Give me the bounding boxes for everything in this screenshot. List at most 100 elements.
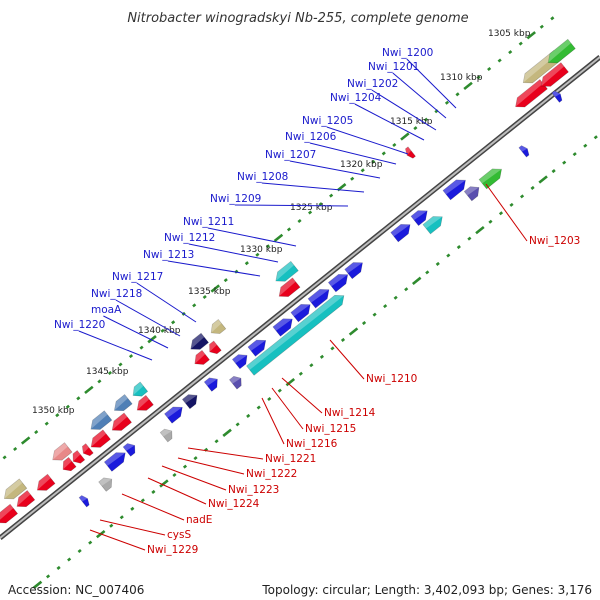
reverse-gene-arrow (190, 332, 209, 350)
outer-tick-mark (267, 397, 272, 402)
outer-tick-mark (285, 378, 296, 387)
reverse-gene-arrow (90, 429, 111, 448)
inner-tick-mark (539, 24, 544, 29)
outer-tick-mark (583, 143, 588, 148)
reverse-gene-arrow (82, 443, 94, 457)
inner-tick-mark (192, 303, 197, 308)
forward-gene-arrow (98, 477, 113, 492)
map-title: Nitrobacter winogradskyi Nb-255, complet… (127, 11, 468, 26)
inner-tick-mark (210, 284, 220, 293)
forward-gene-leader (167, 260, 261, 277)
forward-gene-label: moaA (91, 304, 122, 316)
reverse-gene-leader (485, 183, 528, 242)
outer-tick-mark (393, 295, 398, 300)
forward-gene-arrow (551, 90, 563, 103)
reverse-gene-leader (99, 519, 166, 536)
inner-tick-mark (2, 455, 7, 460)
forward-gene-label: Nwi_1206 (285, 131, 337, 143)
outer-tick-mark (32, 580, 43, 589)
outer-tick-mark (530, 185, 535, 190)
outer-tick-mark (77, 549, 82, 554)
forward-gene-arrow (442, 179, 466, 201)
outer-tick-mark (222, 428, 232, 437)
forward-gene-arrow (164, 406, 183, 424)
reverse-gene-arrow (515, 79, 548, 108)
outer-tick-mark (435, 261, 440, 266)
reverse-gene-leader (271, 387, 304, 430)
inner-tick-mark (400, 132, 410, 141)
outer-tick-mark (404, 287, 409, 292)
topology-summary: Topology: circular; Length: 3,402,093 bp… (262, 583, 592, 597)
reverse-gene-arrow (72, 450, 86, 464)
outer-tick-mark (119, 515, 124, 520)
inner-tick-mark (160, 328, 165, 333)
genome-backbone-highlight (0, 56, 600, 539)
inner-tick-mark (118, 362, 123, 367)
outer-tick-mark (140, 498, 145, 503)
inner-tick-mark (223, 278, 228, 283)
forward-gene-arrow (327, 274, 349, 293)
forward-gene-arrow (247, 339, 267, 357)
inner-tick-mark (444, 100, 450, 105)
inner-tick-mark (20, 436, 31, 445)
inner-tick-mark (455, 92, 460, 97)
forward-gene-label: Nwi_1212 (164, 232, 215, 244)
inner-tick-mark (13, 446, 18, 451)
inner-tick-mark (392, 142, 397, 147)
reverse-gene-arrow (547, 38, 576, 64)
outer-tick-mark (130, 506, 135, 511)
reverse-gene-arrow (278, 277, 301, 297)
outer-tick-mark (572, 152, 577, 157)
reverse-gene-leader (89, 529, 146, 551)
forward-gene-leader (261, 182, 365, 193)
inner-tick-mark (487, 66, 492, 71)
outer-tick-mark (538, 175, 548, 184)
reverse-gene-leader (161, 465, 227, 491)
forward-gene-leader (309, 142, 397, 165)
forward-gene-leader (78, 330, 153, 361)
inner-tick-mark (508, 50, 513, 55)
outer-tick-mark (498, 211, 504, 216)
reverse-gene-arrow (209, 340, 222, 355)
forward-gene-arrow (203, 377, 218, 392)
forward-gene-arrow (103, 452, 126, 472)
outer-tick-mark (182, 464, 188, 469)
reverse-gene-arrow (16, 490, 36, 508)
forward-gene-label: Nwi_1220 (54, 319, 105, 331)
forward-gene-leader (115, 299, 181, 337)
forward-gene-arrow (78, 495, 90, 508)
forward-gene-arrow (478, 168, 502, 190)
kbp-label: 1340 kbp (138, 326, 181, 336)
feature-track (0, 38, 576, 524)
outer-tick-mark (456, 245, 461, 250)
outer-tick-mark (340, 337, 346, 342)
outer-tick-mark (348, 327, 359, 336)
forward-gene-leader (103, 315, 169, 349)
inner-tick-mark (308, 210, 313, 215)
outer-tick-mark (383, 304, 388, 309)
forward-gene-label: Nwi_1205 (302, 115, 353, 127)
inner-tick-mark (371, 159, 376, 164)
outer-tick-mark (214, 439, 219, 444)
gene-label-layer: Nwi_1200 Nwi_1201 Nwi_1202 Nwi_1204 Nwi_1205… (54, 47, 580, 556)
inner-tick-mark (463, 81, 473, 91)
forward-gene-arrow (463, 186, 480, 202)
outer-tick-mark (593, 135, 598, 140)
outer-tick-mark (159, 479, 169, 488)
reverse-gene-leader (281, 377, 323, 414)
forward-gene-arrow (122, 443, 136, 457)
forward-gene-label: Nwi_1209 (210, 193, 261, 205)
outer-tick-mark (56, 565, 61, 570)
inner-tick-mark (244, 261, 249, 266)
kbp-label: 1330 kbp (240, 245, 283, 255)
inner-tick-mark (84, 385, 94, 394)
forward-gene-label: Nwi_1208 (237, 171, 288, 183)
reverse-gene-label: Nwi_1224 (208, 498, 260, 510)
reverse-gene-leader (121, 493, 185, 521)
tick-track (2, 16, 598, 589)
outer-tick-mark (109, 523, 114, 528)
forward-gene-arrow (410, 210, 428, 227)
inner-tick-mark (34, 430, 39, 435)
reverse-gene-arrow (36, 473, 56, 491)
